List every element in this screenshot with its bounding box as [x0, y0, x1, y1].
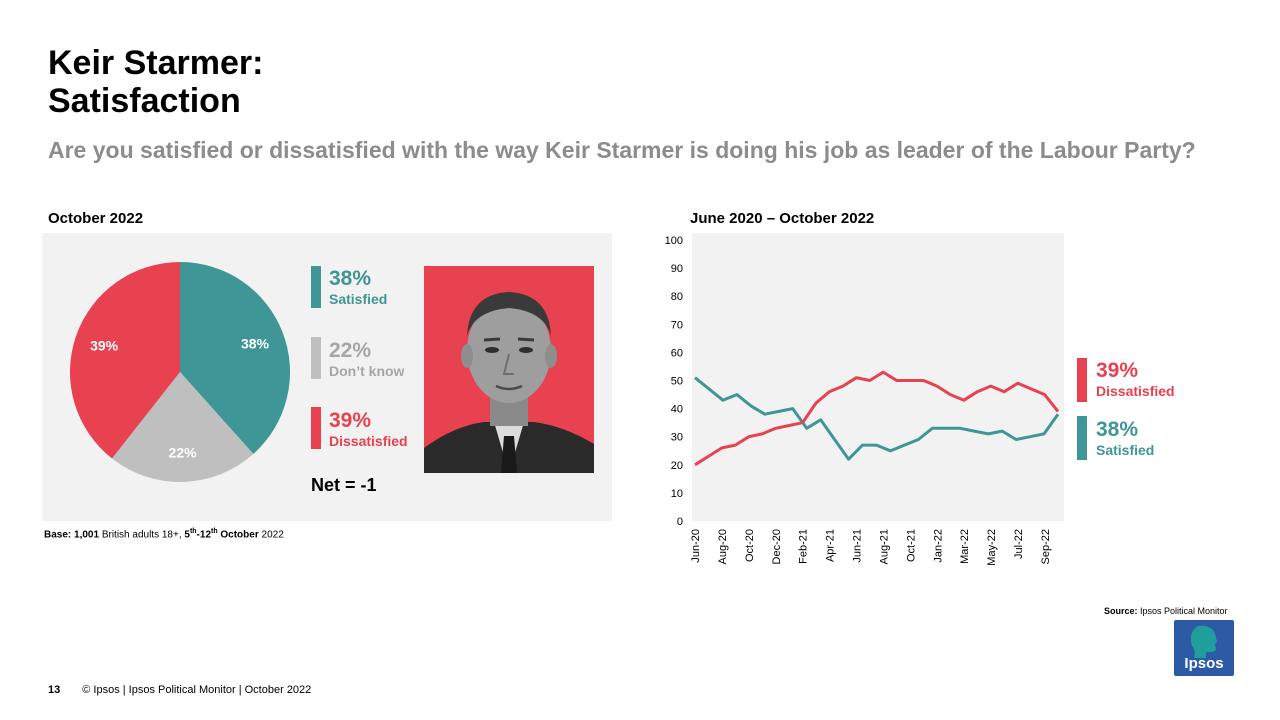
- legend-satisfied-pct: 38%: [329, 267, 372, 290]
- logo-head-icon: [1190, 625, 1217, 658]
- portrait-illustration: [424, 292, 594, 473]
- x-tick-label: Jun-20: [690, 529, 702, 563]
- base-note-text-1: British adults 18+,: [99, 529, 185, 541]
- legend-dissatisfied: 39% Dissatisfied: [329, 410, 408, 450]
- pie-label-dissatisfied: 39%: [90, 338, 119, 354]
- x-tick-label: Feb-21: [798, 529, 810, 564]
- line-legend-dissatisfied-pct: 39%: [1096, 359, 1139, 382]
- legend-dontknow-pct: 22%: [329, 339, 372, 362]
- left-chart-label: October 2022: [48, 210, 144, 227]
- title-line-2: Satisfaction: [48, 82, 241, 120]
- legend-dissatisfied-pct: 39%: [329, 409, 372, 432]
- line-chart: 0 10 20 30 40 50 60 70 80 90 100 Jun-20 Aug-20 Oct-2…: [665, 233, 1064, 566]
- series-line-dissatisfied: [694, 370, 1060, 467]
- legend-dontknow: 22% Don’t know: [329, 340, 404, 380]
- base-note-date-3: October: [217, 529, 259, 541]
- right-chart-label: June 2020 – October 2022: [690, 210, 875, 227]
- footer-text: © Ipsos | Ipsos Political Monitor | Octo…: [82, 684, 312, 696]
- line-legend-satisfied-swatch: [1077, 416, 1087, 460]
- pie-label-dontknow: 22%: [169, 444, 198, 460]
- x-tick-label: Jun-21: [852, 529, 864, 563]
- x-tick-label: Jan-22: [932, 529, 944, 563]
- y-tick-label: 70: [671, 319, 683, 331]
- y-tick-label: 0: [677, 516, 683, 528]
- x-tick-label: Dec-20: [771, 529, 783, 564]
- source-note-label: Source:: [1104, 606, 1138, 616]
- y-tick-label: 80: [671, 291, 683, 303]
- legend-dissatisfied-swatch: [311, 407, 321, 449]
- base-note-base: Base: 1,001: [44, 529, 100, 541]
- line-legend-dissatisfied: 39% Dissatisfied: [1096, 360, 1175, 400]
- legend-dontknow-label: Don’t know: [329, 363, 405, 379]
- line-legend-dissatisfied-label: Dissatisfied: [1096, 383, 1175, 399]
- pie-label-satisfied: 38%: [241, 335, 270, 351]
- y-tick-label: 30: [671, 432, 683, 444]
- legend-dissatisfied-label: Dissatisfied: [329, 433, 408, 449]
- logo-text: Ipsos: [1184, 655, 1224, 672]
- y-tick-label: 60: [671, 347, 683, 359]
- pie-slice-dissatisfied: [70, 262, 180, 459]
- x-tick-label: Apr-21: [825, 529, 837, 562]
- base-note-date-1: 5: [184, 529, 190, 541]
- ipsos-logo: Ipsos: [1174, 620, 1234, 676]
- base-note-sup-1: th: [189, 528, 197, 535]
- pie-slice-satisfied: [180, 262, 290, 454]
- x-tick-label: May-22: [986, 529, 998, 566]
- page-title: Keir Starmer: Satisfaction: [48, 44, 263, 120]
- legend-satisfied-label: Satisfied: [329, 291, 388, 307]
- page-number: 13: [48, 684, 61, 696]
- base-note-text-2: 2022: [258, 529, 284, 541]
- y-tick-label: 90: [671, 263, 683, 275]
- pie-chart: 38% 22% 39%: [70, 262, 290, 482]
- net-score: Net = -1: [311, 475, 377, 495]
- line-legend-satisfied: 38% Satisfied: [1096, 419, 1154, 459]
- y-tick-label: 20: [671, 460, 683, 472]
- y-tick-label: 50: [671, 376, 683, 388]
- x-tick-label: Oct-21: [905, 529, 917, 562]
- pie-slice-dontknow: [112, 372, 254, 482]
- x-tick-label: Mar-22: [959, 529, 971, 564]
- legend-satisfied-swatch: [311, 266, 321, 308]
- base-note-date-2: -12: [196, 529, 211, 541]
- base-note-sup-2: th: [211, 528, 218, 535]
- source-note-text: Ipsos Political Monitor: [1137, 606, 1228, 616]
- x-tick-label: Oct-20: [744, 529, 756, 562]
- line-legend-satisfied-label: Satisfied: [1096, 442, 1155, 458]
- y-tick-label: 40: [671, 404, 683, 416]
- legend-dontknow-swatch: [311, 337, 321, 379]
- y-tick-label: 100: [665, 235, 683, 247]
- legend-satisfied: 38% Satisfied: [329, 268, 387, 308]
- line-legend-satisfied-pct: 38%: [1096, 418, 1139, 441]
- series-line-satisfied: [694, 376, 1060, 461]
- leader-portrait: [424, 266, 594, 473]
- footer: 13 © Ipsos | Ipsos Political Monitor | Oc…: [48, 684, 311, 696]
- survey-question: Are you satisfied or dissatisfied with t…: [48, 137, 1196, 163]
- source-note: Source: Ipsos Political Monitor: [1104, 606, 1228, 616]
- y-tick-label: 10: [671, 488, 683, 500]
- title-line-1: Keir Starmer:: [48, 44, 264, 82]
- base-note: Base: 1,001 British adults 18+, 5th-12th…: [44, 528, 284, 540]
- x-tick-label: Jul-22: [1013, 529, 1025, 559]
- x-tick-label: Sep-22: [1040, 529, 1052, 564]
- line-legend-dissatisfied-swatch: [1077, 358, 1087, 402]
- x-tick-label: Aug-21: [878, 529, 890, 564]
- x-tick-label: Aug-20: [717, 529, 729, 564]
